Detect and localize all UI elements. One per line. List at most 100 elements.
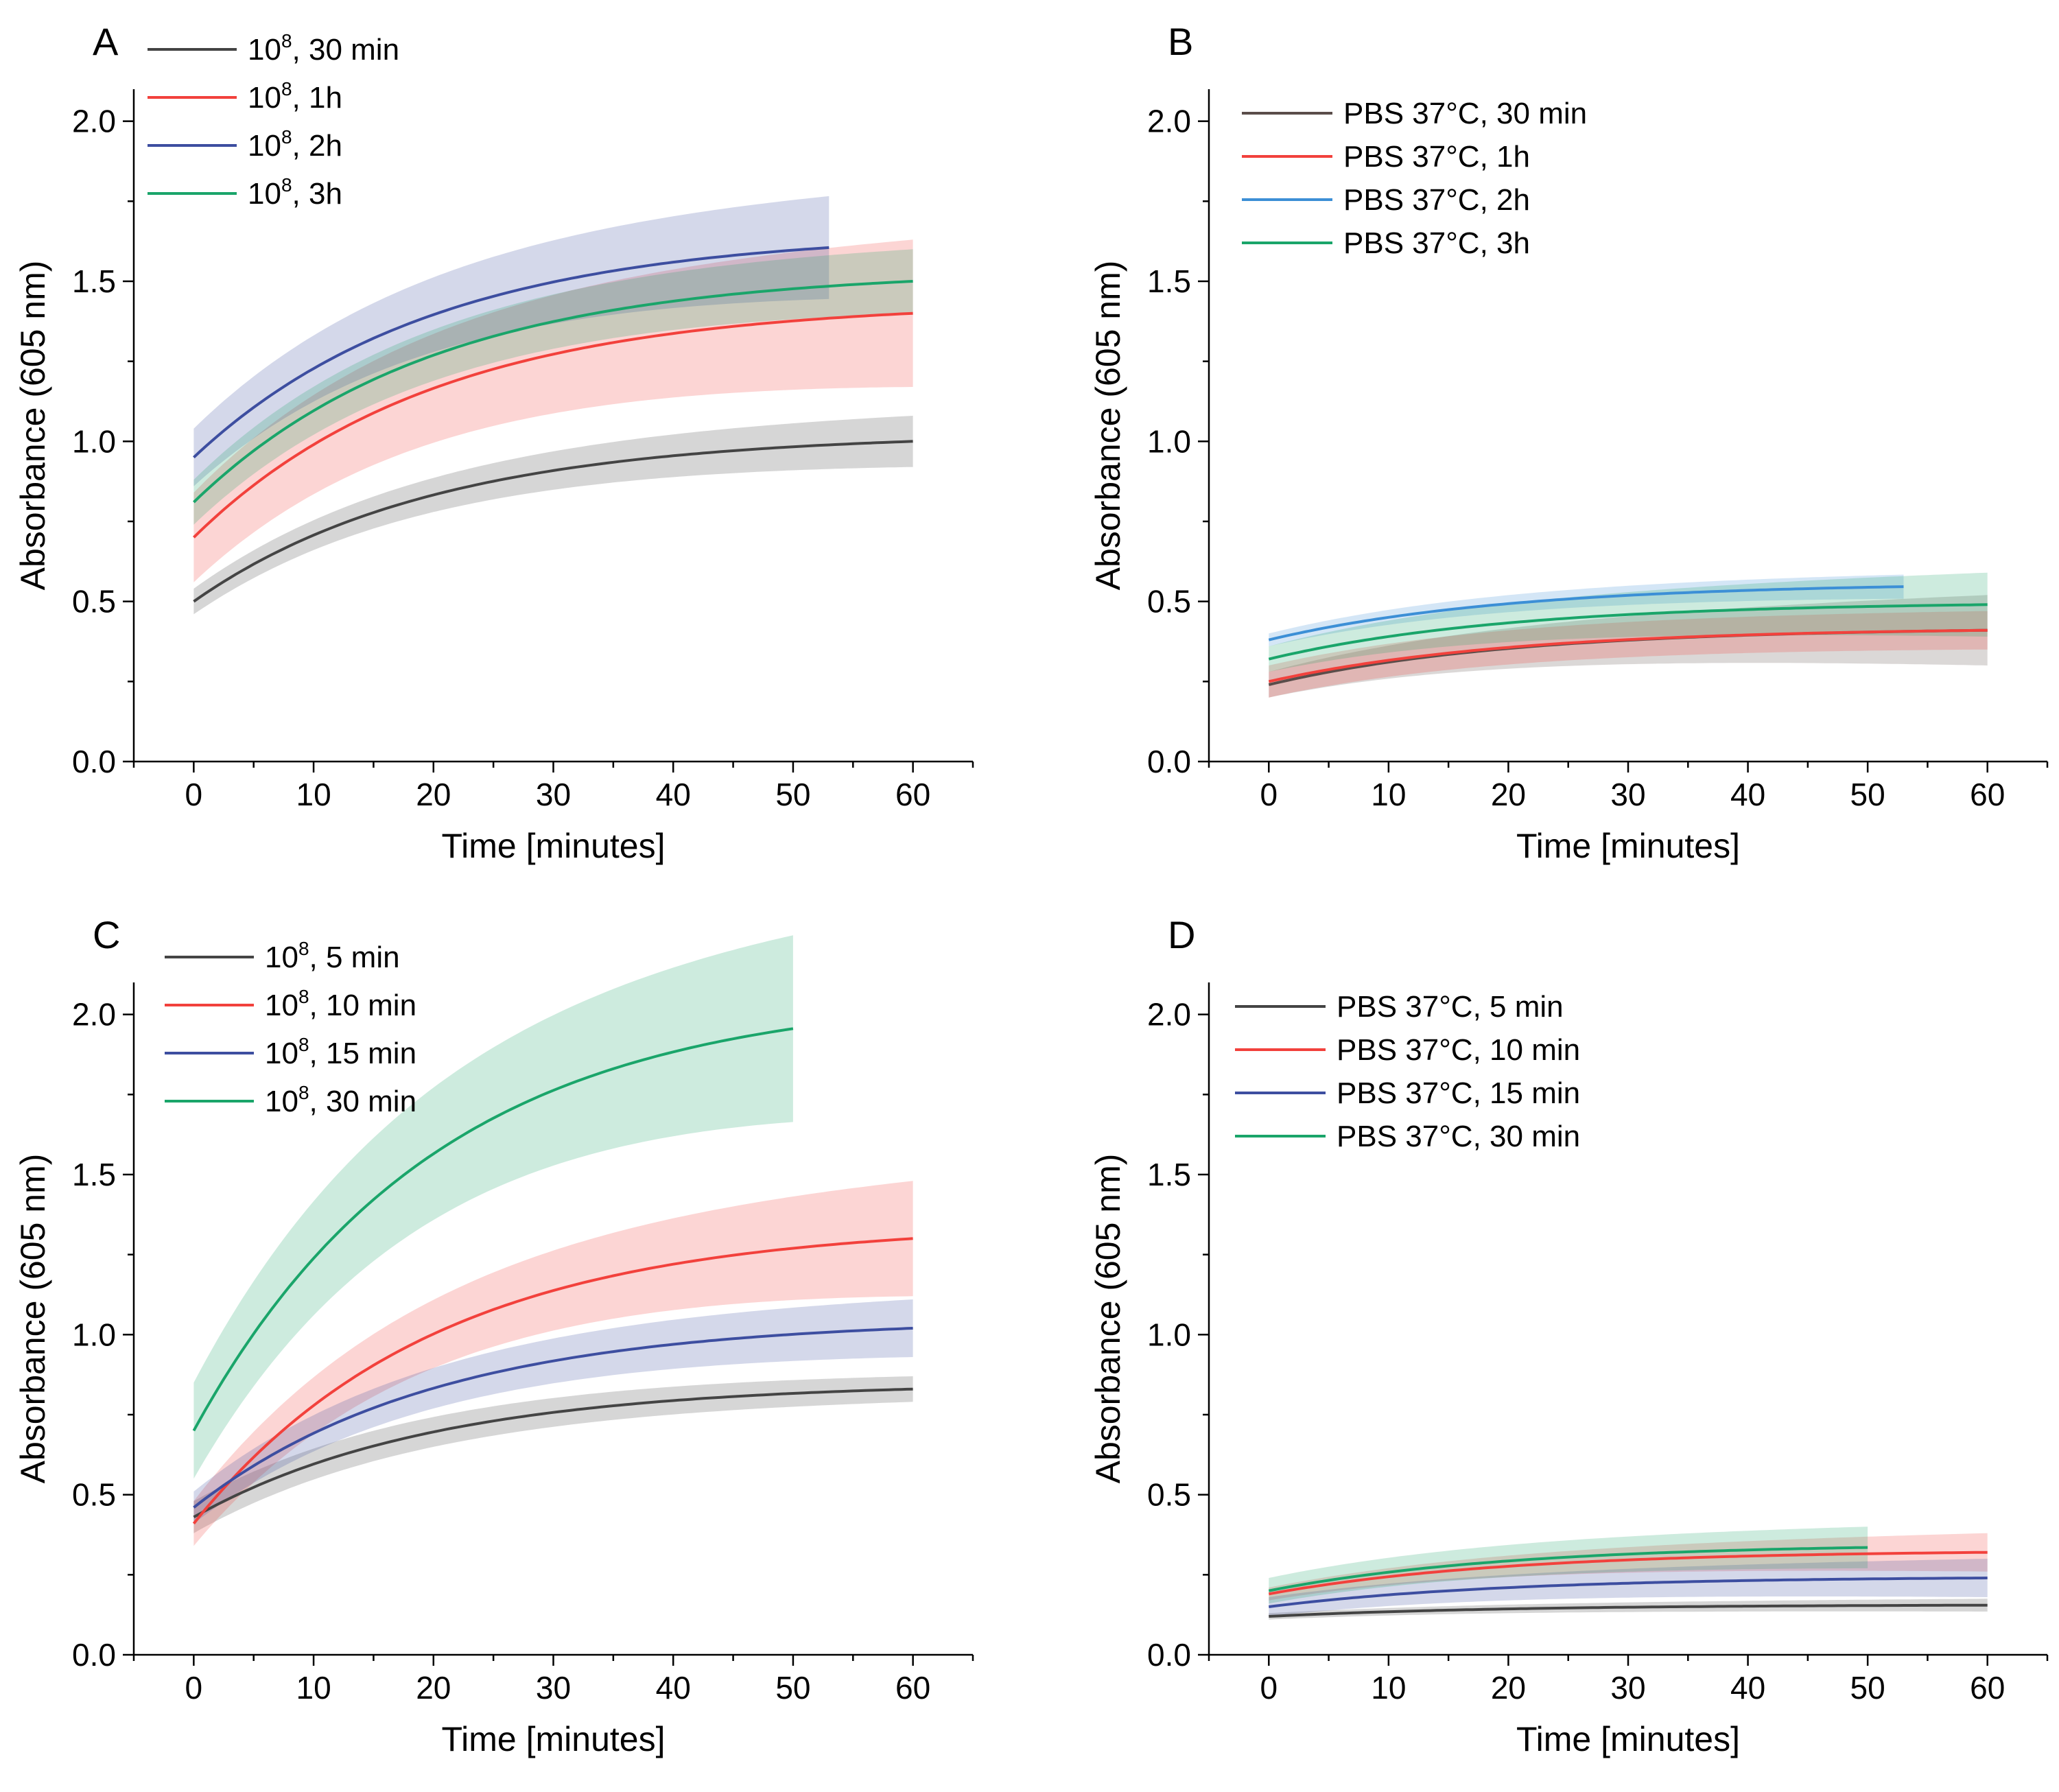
y-tick-label: 0.0 <box>1147 744 1191 779</box>
error-band-3 <box>1269 574 1904 646</box>
panel-letter: B <box>1168 20 1193 63</box>
legend-label: PBS 37°C, 10 min <box>1337 1033 1580 1067</box>
panel-D: D 0 10 20 30 40 50 60 0.0 0.5 1.0 1.5 2.0 Time [minut… <box>1089 913 2049 1758</box>
x-tick-label: 30 <box>536 777 571 812</box>
x-tick-label: 50 <box>775 1670 810 1706</box>
series-line-3 <box>1268 585 1904 641</box>
y-axis-label: Absorbance (605 nm) <box>14 261 52 591</box>
x-tick-label: 20 <box>1491 1670 1526 1706</box>
panel-letter: C <box>93 913 120 956</box>
y-axis-label: Absorbance (605 nm) <box>14 1154 52 1484</box>
x-tick-label: 60 <box>1970 777 2005 812</box>
error-band-4 <box>1269 1526 1868 1604</box>
x-tick-label: 20 <box>416 777 451 812</box>
x-axis-label: Time [minutes] <box>1516 827 1740 865</box>
error-band-4 <box>1269 572 1988 672</box>
series-line-4 <box>192 1027 794 1432</box>
error-band-3 <box>1269 1559 1988 1616</box>
y-tick-label: 1.5 <box>72 1157 116 1192</box>
x-axis-label: Time [minutes] <box>441 1720 665 1758</box>
x-axis-label: Time [minutes] <box>441 827 665 865</box>
x-tick-label: 0 <box>185 777 203 812</box>
series-line-1 <box>193 440 913 603</box>
x-tick-label: 40 <box>1730 1670 1765 1706</box>
y-tick-label: 0.5 <box>1147 584 1191 620</box>
x-tick-label: 10 <box>1371 1670 1406 1706</box>
series-line-1 <box>1269 1603 1988 1618</box>
y-tick-label: 1.0 <box>1147 423 1191 459</box>
x-tick-label: 30 <box>1610 777 1645 812</box>
error-band-4 <box>193 935 793 1479</box>
error-band-1 <box>193 416 913 615</box>
legend-label: 108, 30 min <box>265 1082 416 1118</box>
y-tick-label: 1.5 <box>1147 263 1191 299</box>
panel-letter: A <box>93 20 119 63</box>
legend-label: PBS 37°C, 15 min <box>1337 1076 1580 1110</box>
legend-label: 108, 3h <box>248 174 342 211</box>
error-band-1 <box>1269 595 1988 698</box>
y-tick-label: 1.5 <box>72 263 116 299</box>
y-tick-label: 0.0 <box>72 744 116 779</box>
legend: 108, 5 min 108, 10 min 108, 15 min 108, 30 … <box>165 938 416 1118</box>
legend: PBS 37°C, 30 min PBS 37°C, 1h PBS 37°C, 2h… <box>1242 97 1587 260</box>
y-tick-label: 2.0 <box>72 997 116 1033</box>
x-tick-label: 40 <box>656 777 691 812</box>
x-tick-label: 60 <box>895 1670 930 1706</box>
x-tick-label: 0 <box>185 1670 203 1706</box>
y-tick-label: 0.0 <box>1147 1637 1191 1673</box>
error-band-2 <box>193 1181 913 1546</box>
legend: 108, 30 min 108, 1h 108, 2h 108, 3h <box>148 30 399 211</box>
x-tick-label: 20 <box>416 1670 451 1706</box>
panel-letter: D <box>1168 913 1195 956</box>
x-tick-label: 40 <box>1730 777 1765 812</box>
error-band-4 <box>193 249 913 525</box>
x-tick-label: 0 <box>1260 777 1278 812</box>
error-band-3 <box>193 1299 913 1524</box>
x-tick-label: 20 <box>1491 777 1526 812</box>
y-tick-label: 1.0 <box>72 1317 116 1352</box>
error-band-3 <box>193 196 830 486</box>
series-line-3 <box>1269 1577 1988 1608</box>
x-tick-label: 10 <box>296 777 331 812</box>
x-tick-label: 30 <box>1610 1670 1645 1706</box>
y-tick-label: 2.0 <box>72 104 116 139</box>
legend-label: 108, 15 min <box>265 1034 416 1070</box>
x-tick-label: 50 <box>775 777 810 812</box>
panel-A: A 0 10 20 30 40 50 60 0.0 0.5 1.0 1.5 2.0 Time [minut… <box>14 20 974 865</box>
y-tick-label: 1.0 <box>1147 1317 1191 1352</box>
series-line-2 <box>193 311 913 539</box>
legend-label: PBS 37°C, 30 min <box>1337 1120 1580 1153</box>
legend-label: PBS 37°C, 30 min <box>1343 97 1587 130</box>
y-tick-label: 2.0 <box>1147 997 1191 1033</box>
series-line-2 <box>1268 628 1988 683</box>
x-tick-label: 0 <box>1260 1670 1278 1706</box>
legend-label: 108, 2h <box>248 126 342 163</box>
y-tick-label: 2.0 <box>1147 104 1191 139</box>
error-band-1 <box>1269 1599 1988 1620</box>
legend-label: PBS 37°C, 3h <box>1343 226 1530 260</box>
y-tick-label: 1.0 <box>72 423 116 459</box>
legend-label: 108, 30 min <box>248 30 399 67</box>
legend: PBS 37°C, 5 min PBS 37°C, 10 min PBS 37°C,… <box>1235 990 1580 1153</box>
y-tick-label: 0.5 <box>72 1477 116 1513</box>
series-line-2 <box>192 1237 913 1524</box>
y-tick-label: 0.0 <box>72 1637 116 1673</box>
series-line-4 <box>193 280 913 504</box>
x-tick-label: 60 <box>1970 1670 2005 1706</box>
x-tick-label: 50 <box>1850 777 1885 812</box>
x-tick-label: 10 <box>1371 777 1406 812</box>
series-line-4 <box>1268 603 1988 661</box>
y-tick-label: 0.5 <box>1147 1477 1191 1513</box>
x-tick-label: 60 <box>895 777 930 812</box>
legend-label: 108, 1h <box>248 78 342 115</box>
series-line-3 <box>193 246 830 459</box>
legend-label: PBS 37°C, 1h <box>1343 140 1530 174</box>
series-line-3 <box>193 1327 913 1509</box>
x-tick-label: 40 <box>656 1670 691 1706</box>
panel-C: C 0 10 20 30 40 50 60 0.0 0.5 1.0 1.5 2.0 Time [minut… <box>14 913 974 1758</box>
y-tick-label: 0.5 <box>72 584 116 620</box>
x-tick-label: 50 <box>1850 1670 1885 1706</box>
series-line-1 <box>193 1387 913 1519</box>
series-line-4 <box>1268 1546 1868 1592</box>
